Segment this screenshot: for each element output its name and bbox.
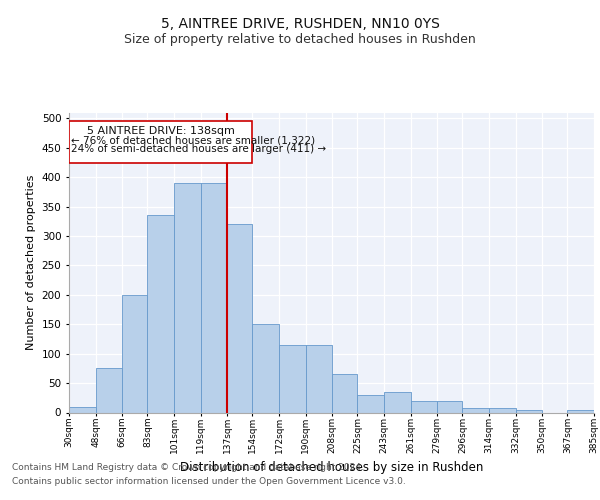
Bar [227, 224, 253, 412]
Y-axis label: Number of detached properties: Number of detached properties [26, 175, 36, 350]
Text: ← 76% of detached houses are smaller (1,322): ← 76% of detached houses are smaller (1,… [71, 136, 316, 145]
Bar [148, 216, 174, 412]
Bar [384, 392, 410, 412]
Bar [279, 345, 305, 412]
Bar [200, 183, 227, 412]
Text: 5, AINTREE DRIVE, RUSHDEN, NN10 0YS: 5, AINTREE DRIVE, RUSHDEN, NN10 0YS [161, 18, 439, 32]
Bar [463, 408, 489, 412]
Bar [95, 368, 122, 412]
Bar [410, 400, 437, 412]
Text: Size of property relative to detached houses in Rushden: Size of property relative to detached ho… [124, 32, 476, 46]
Bar [437, 400, 463, 412]
X-axis label: Distribution of detached houses by size in Rushden: Distribution of detached houses by size … [180, 462, 483, 474]
Text: Contains public sector information licensed under the Open Government Licence v3: Contains public sector information licen… [12, 477, 406, 486]
Bar [515, 410, 542, 412]
FancyBboxPatch shape [69, 122, 253, 162]
Bar [489, 408, 515, 412]
Text: 5 AINTREE DRIVE: 138sqm: 5 AINTREE DRIVE: 138sqm [87, 126, 235, 136]
Text: Contains HM Land Registry data © Crown copyright and database right 2024.: Contains HM Land Registry data © Crown c… [12, 464, 364, 472]
Bar [174, 183, 200, 412]
Bar [305, 345, 332, 412]
Bar [332, 374, 358, 412]
Bar [69, 406, 95, 412]
Bar [122, 295, 148, 412]
Bar [253, 324, 279, 412]
Bar [358, 395, 384, 412]
Bar [568, 410, 594, 412]
Text: 24% of semi-detached houses are larger (411) →: 24% of semi-detached houses are larger (… [71, 144, 326, 154]
